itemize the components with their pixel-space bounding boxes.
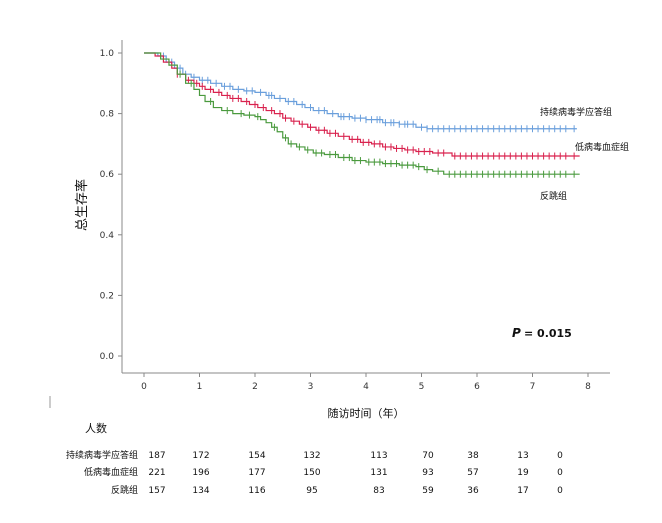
- risk-row-label: 低病毒血症组: [84, 466, 138, 478]
- y-tick-label: 0.0: [100, 352, 115, 362]
- survival-curves: [144, 52, 580, 178]
- risk-cell: 196: [192, 468, 209, 478]
- risk-cell: 221: [148, 468, 165, 478]
- y-axis-label: 总生存率: [74, 179, 90, 231]
- x-tick-label: 5: [419, 382, 425, 392]
- p-value-annotation: P = 0.015: [512, 326, 572, 340]
- risk-cell: 19: [517, 468, 529, 478]
- risk-row-label: 持续病毒学应答组: [66, 449, 138, 461]
- risk-cell: 116: [248, 486, 265, 496]
- risk-cell: 17: [517, 486, 528, 496]
- p-value-label: P: [512, 326, 521, 340]
- risk-cell: 70: [422, 451, 434, 461]
- y-tick-label: 1.0: [100, 49, 115, 59]
- risk-cell: 0: [557, 486, 563, 496]
- y-ticks: 0.0 0.2 0.4 0.6 0.8 1.0: [100, 49, 122, 362]
- risk-cell: 132: [303, 451, 320, 461]
- y-tick-label: 0.4: [100, 231, 115, 241]
- x-tick-label: 6: [474, 382, 480, 392]
- risk-cell: 187: [148, 451, 165, 461]
- y-tick-label: 0.8: [100, 110, 115, 120]
- x-tick-label: 1: [197, 382, 203, 392]
- risk-cell: 131: [370, 468, 387, 478]
- risk-cell: 13: [517, 451, 528, 461]
- risk-cell: 113: [370, 451, 387, 461]
- risk-table: 人数 持续病毒学应答组 187 172 154 132 113 70 38 13 0 低病毒血症组 2…: [66, 422, 563, 496]
- series-label-1: 持续病毒学应答组: [540, 106, 612, 118]
- risk-cell: 134: [192, 486, 209, 496]
- risk-cell: 154: [248, 451, 265, 461]
- risk-cell: 95: [306, 486, 317, 496]
- risk-cell: 36: [467, 486, 479, 496]
- risk-cell: 83: [373, 486, 384, 496]
- risk-cell: 57: [467, 468, 478, 478]
- series-label-2: 低病毒血症组: [575, 141, 629, 153]
- x-tick-label: 2: [252, 382, 258, 392]
- risk-cell: 157: [148, 486, 165, 496]
- risk-cell: 38: [467, 451, 479, 461]
- series-label-3: 反跳组: [540, 190, 567, 202]
- x-tick-label: 7: [530, 382, 536, 392]
- risk-table-title: 人数: [85, 422, 107, 435]
- p-value-text: = 0.015: [524, 327, 572, 340]
- survival-curve-2: [144, 52, 580, 157]
- x-tick-label: 0: [141, 382, 147, 392]
- risk-cell: 0: [557, 451, 563, 461]
- x-ticks: 0 1 2 3 4 5 6 7 8: [141, 373, 591, 392]
- survival-curve-1: [144, 52, 577, 130]
- x-axis-label: 随访时间（年）: [328, 406, 405, 420]
- y-tick-label: 0.6: [100, 170, 115, 180]
- risk-cell: 0: [557, 468, 563, 478]
- risk-cell: 177: [248, 468, 265, 478]
- x-tick-label: 3: [308, 382, 314, 392]
- risk-row-label: 反跳组: [111, 484, 138, 496]
- risk-cell: 93: [422, 468, 433, 478]
- x-tick-label: 8: [585, 382, 591, 392]
- risk-cell: 59: [422, 486, 434, 496]
- risk-cell: 150: [303, 468, 320, 478]
- risk-cell: 172: [192, 451, 209, 461]
- x-tick-label: 4: [363, 382, 369, 392]
- y-tick-label: 0.2: [100, 291, 114, 301]
